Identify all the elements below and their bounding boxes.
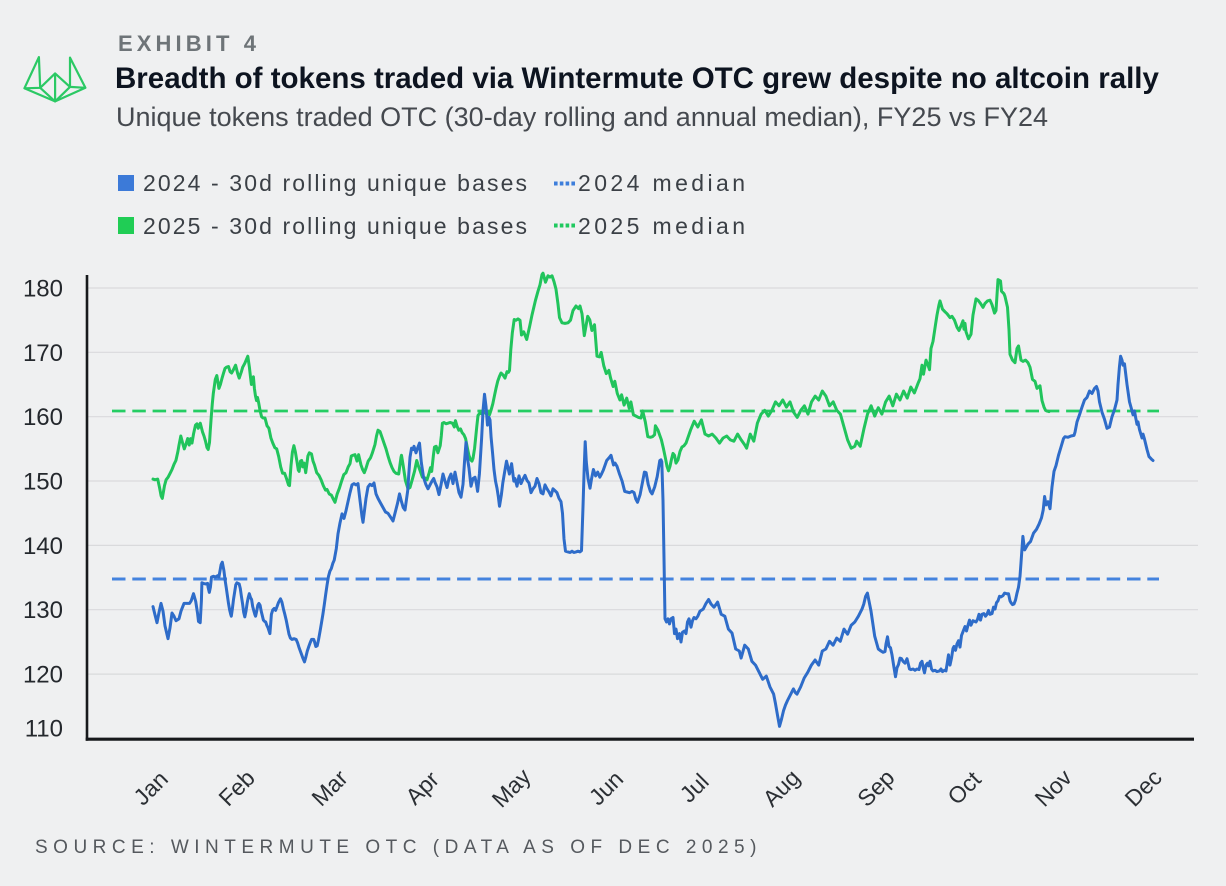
svg-text:180: 180 <box>23 276 63 303</box>
svg-text:Feb: Feb <box>213 765 259 811</box>
svg-text:Oct: Oct <box>942 766 986 810</box>
svg-text:Apr: Apr <box>400 766 444 810</box>
svg-text:140: 140 <box>23 533 63 560</box>
svg-text:130: 130 <box>23 597 63 624</box>
svg-text:150: 150 <box>23 469 63 496</box>
svg-text:Jan: Jan <box>128 766 173 811</box>
svg-text:120: 120 <box>23 662 63 689</box>
svg-text:Sep: Sep <box>852 764 899 811</box>
svg-text:Aug: Aug <box>757 764 804 811</box>
svg-text:Jun: Jun <box>584 766 629 811</box>
svg-text:Dec: Dec <box>1119 764 1166 811</box>
svg-text:110: 110 <box>25 716 63 743</box>
svg-text:Mar: Mar <box>306 764 353 811</box>
svg-text:Nov: Nov <box>1029 764 1077 812</box>
svg-text:May: May <box>487 763 536 812</box>
svg-text:Jul: Jul <box>675 768 714 807</box>
svg-text:160: 160 <box>23 404 63 431</box>
svg-text:170: 170 <box>23 340 63 367</box>
